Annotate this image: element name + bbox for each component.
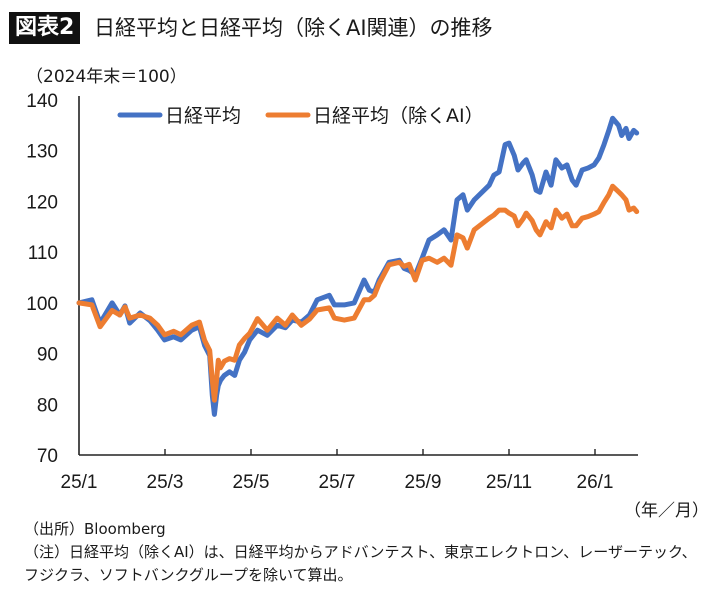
legend: 日経平均 日経平均（除くAI） [117,105,484,127]
y-tick-label: 130 [26,142,58,163]
legend-label: 日経平均（除くAI） [313,105,484,127]
y-unit-label: （2024年末＝100） [26,67,187,87]
x-tick-label: 25/1 [61,472,98,493]
x-tick-label: 26/1 [577,472,614,493]
legend-label: 日経平均 [165,105,241,127]
source-note: （出所）Bloomberg [24,520,166,538]
series-line-nikkei-ex-ai [76,183,640,403]
x-tick-label: 25/7 [319,472,356,493]
footnote: （注）日経平均（除くAI）は、日経平均からアドバンテスト、東京エレクトロン、レー… [24,543,697,584]
y-tick-label: 110 [28,243,58,264]
x-unit-label: （年／月） [624,501,709,521]
x-tick-label: 25/11 [486,472,532,493]
x-tick-label: 25/9 [405,472,442,493]
axes: 70 80 90 100 110 120 130 140 25/1 25/3 25/5 25/7 25/… [26,91,638,493]
y-tick-label: 70 [37,446,58,467]
y-tick-label: 80 [37,395,58,416]
y-tick-label: 120 [26,192,58,213]
y-tick-label: 100 [26,294,58,315]
series-group [76,115,640,417]
legend-item-nikkei: 日経平均 [117,105,241,127]
y-tick-label: 90 [37,345,58,366]
series-line-nikkei [76,115,640,417]
x-tick-label: 25/5 [233,472,270,493]
figure-badge: 図表2 [9,12,81,44]
y-tick-label: 140 [26,91,58,112]
chart-title: 日経平均と日経平均（除くAI関連）の推移 [94,16,493,40]
x-tick-label: 25/3 [147,472,184,493]
legend-item-nikkei-ex-ai: 日経平均（除くAI） [265,105,484,127]
